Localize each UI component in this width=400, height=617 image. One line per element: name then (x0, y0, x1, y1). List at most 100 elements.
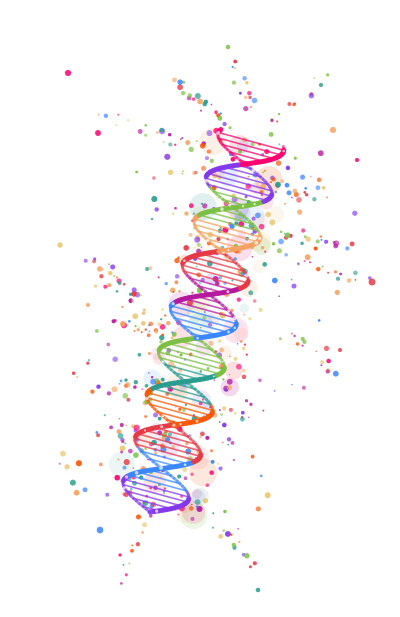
paint-splatter-dot (201, 165, 207, 171)
paint-drip-dot (321, 185, 326, 190)
paint-drip-dot (113, 275, 116, 278)
paint-drip-dot (325, 196, 329, 199)
watercolor-highlight (122, 486, 126, 490)
paint-splatter-dot (220, 413, 223, 416)
base-pair-rung (170, 305, 238, 325)
paint-splatter-dot (291, 283, 297, 289)
paint-drip-dot (115, 289, 119, 293)
paint-splatter-dot (240, 416, 245, 422)
paint-drip-dot (248, 95, 252, 100)
paint-drip-dot (119, 379, 123, 383)
paint-drip-dot (219, 112, 222, 115)
paint-drip-dot (154, 330, 158, 334)
paint-splatter-dot (95, 431, 99, 434)
base-pair-rung (160, 346, 225, 365)
paint-splatter-dot (338, 348, 342, 352)
paint-splatter-dot (202, 203, 208, 209)
paint-splatter-dot (249, 402, 253, 406)
paint-splatter-dot (218, 466, 223, 471)
paint-drip-dot (233, 66, 237, 70)
paint-splatter-dot (87, 359, 91, 362)
helix-strand-front (221, 365, 227, 373)
paint-drip-dot (159, 127, 165, 133)
base-pair-rung (173, 316, 229, 334)
paint-drip-dot (124, 378, 128, 382)
base-pair-rung (205, 237, 242, 249)
paint-drip-dot (251, 97, 258, 104)
paint-splatter-dot (160, 318, 163, 321)
paint-splatter-dot (146, 333, 151, 338)
paint-splatter-dot (275, 160, 282, 166)
paint-drip-dot (150, 376, 154, 379)
paint-splatter-dot (354, 157, 360, 163)
paint-drip-dot (217, 115, 223, 121)
paint-drip-dot (130, 548, 134, 553)
paint-splatter-dot (236, 342, 239, 345)
paint-splatter-dot (148, 330, 151, 333)
paint-splatter-dot (226, 378, 233, 385)
paint-drip-dot (140, 321, 146, 326)
paint-splatter-dot (329, 126, 337, 134)
paint-drip-dot (138, 325, 141, 328)
paint-splatter-dot (213, 379, 216, 381)
paint-drip-dot (326, 358, 331, 364)
paint-splatter-dot (86, 361, 90, 365)
paint-splatter-dot (244, 195, 248, 199)
paint-splatter-dot (58, 462, 61, 465)
paint-splatter-dot (118, 553, 122, 557)
paint-drip-dot (326, 73, 330, 77)
paint-splatter-dot (192, 170, 197, 176)
paint-drip-dot (233, 59, 238, 64)
paint-splatter-dot (192, 212, 196, 215)
paint-drip-dot (128, 319, 131, 323)
paint-splatter-dot (173, 143, 177, 147)
paint-drip-dot (127, 119, 130, 122)
paint-drip-dot (191, 97, 196, 101)
paint-drip-dot (136, 328, 140, 332)
paint-splatter-dot (222, 378, 225, 381)
paint-splatter-dot (71, 371, 76, 375)
base-pair-rung (137, 471, 181, 485)
paint-splatter-dot (352, 210, 358, 216)
watercolor-highlight (212, 375, 215, 378)
paint-splatter-dot (280, 179, 285, 184)
paint-splatter-dot (248, 290, 254, 296)
paint-splatter-dot (238, 149, 242, 154)
helix-strand-front (268, 192, 275, 199)
base-pair-rung (159, 356, 221, 375)
paint-drip-dot (321, 265, 324, 268)
paint-splatter-dot (151, 195, 158, 203)
paint-drip-dot (277, 112, 281, 116)
paint-drip-dot (301, 344, 304, 347)
watercolor-wash (108, 451, 135, 478)
base-pair-rung (217, 137, 282, 156)
paint-splatter-dot (300, 174, 306, 180)
paint-splatter-dot (122, 465, 127, 470)
paint-splatter-dot (265, 211, 272, 218)
paint-splatter-dot (241, 374, 247, 380)
paint-splatter-dot (147, 351, 151, 356)
paint-splatter-dot (116, 429, 122, 434)
paint-drip-dot (247, 90, 252, 96)
paint-splatter-dot (260, 245, 265, 250)
paint-splatter-dot (181, 136, 184, 140)
paint-splatter-dot (122, 392, 129, 399)
paint-drip-dot (83, 258, 88, 263)
paint-drip-dot (187, 93, 193, 98)
paint-splatter-dot (228, 407, 233, 412)
base-pair-rung (144, 429, 197, 445)
paint-drip-dot (284, 232, 291, 239)
paint-drip-dot (131, 544, 134, 547)
paint-drip-dot (218, 534, 224, 539)
paint-splatter-dot (250, 454, 255, 459)
watercolor-highlight (195, 419, 199, 423)
paint-drip-dot (188, 146, 194, 153)
paint-splatter-dot (196, 242, 201, 247)
paint-splatter-dot (290, 278, 293, 281)
paint-drip-dot (122, 563, 125, 566)
paint-splatter-dot (96, 433, 101, 438)
paint-splatter-dot (221, 422, 227, 428)
paint-splatter-dot (278, 238, 284, 245)
paint-splatter-dot (184, 403, 188, 407)
paint-drip-dot (194, 93, 201, 99)
